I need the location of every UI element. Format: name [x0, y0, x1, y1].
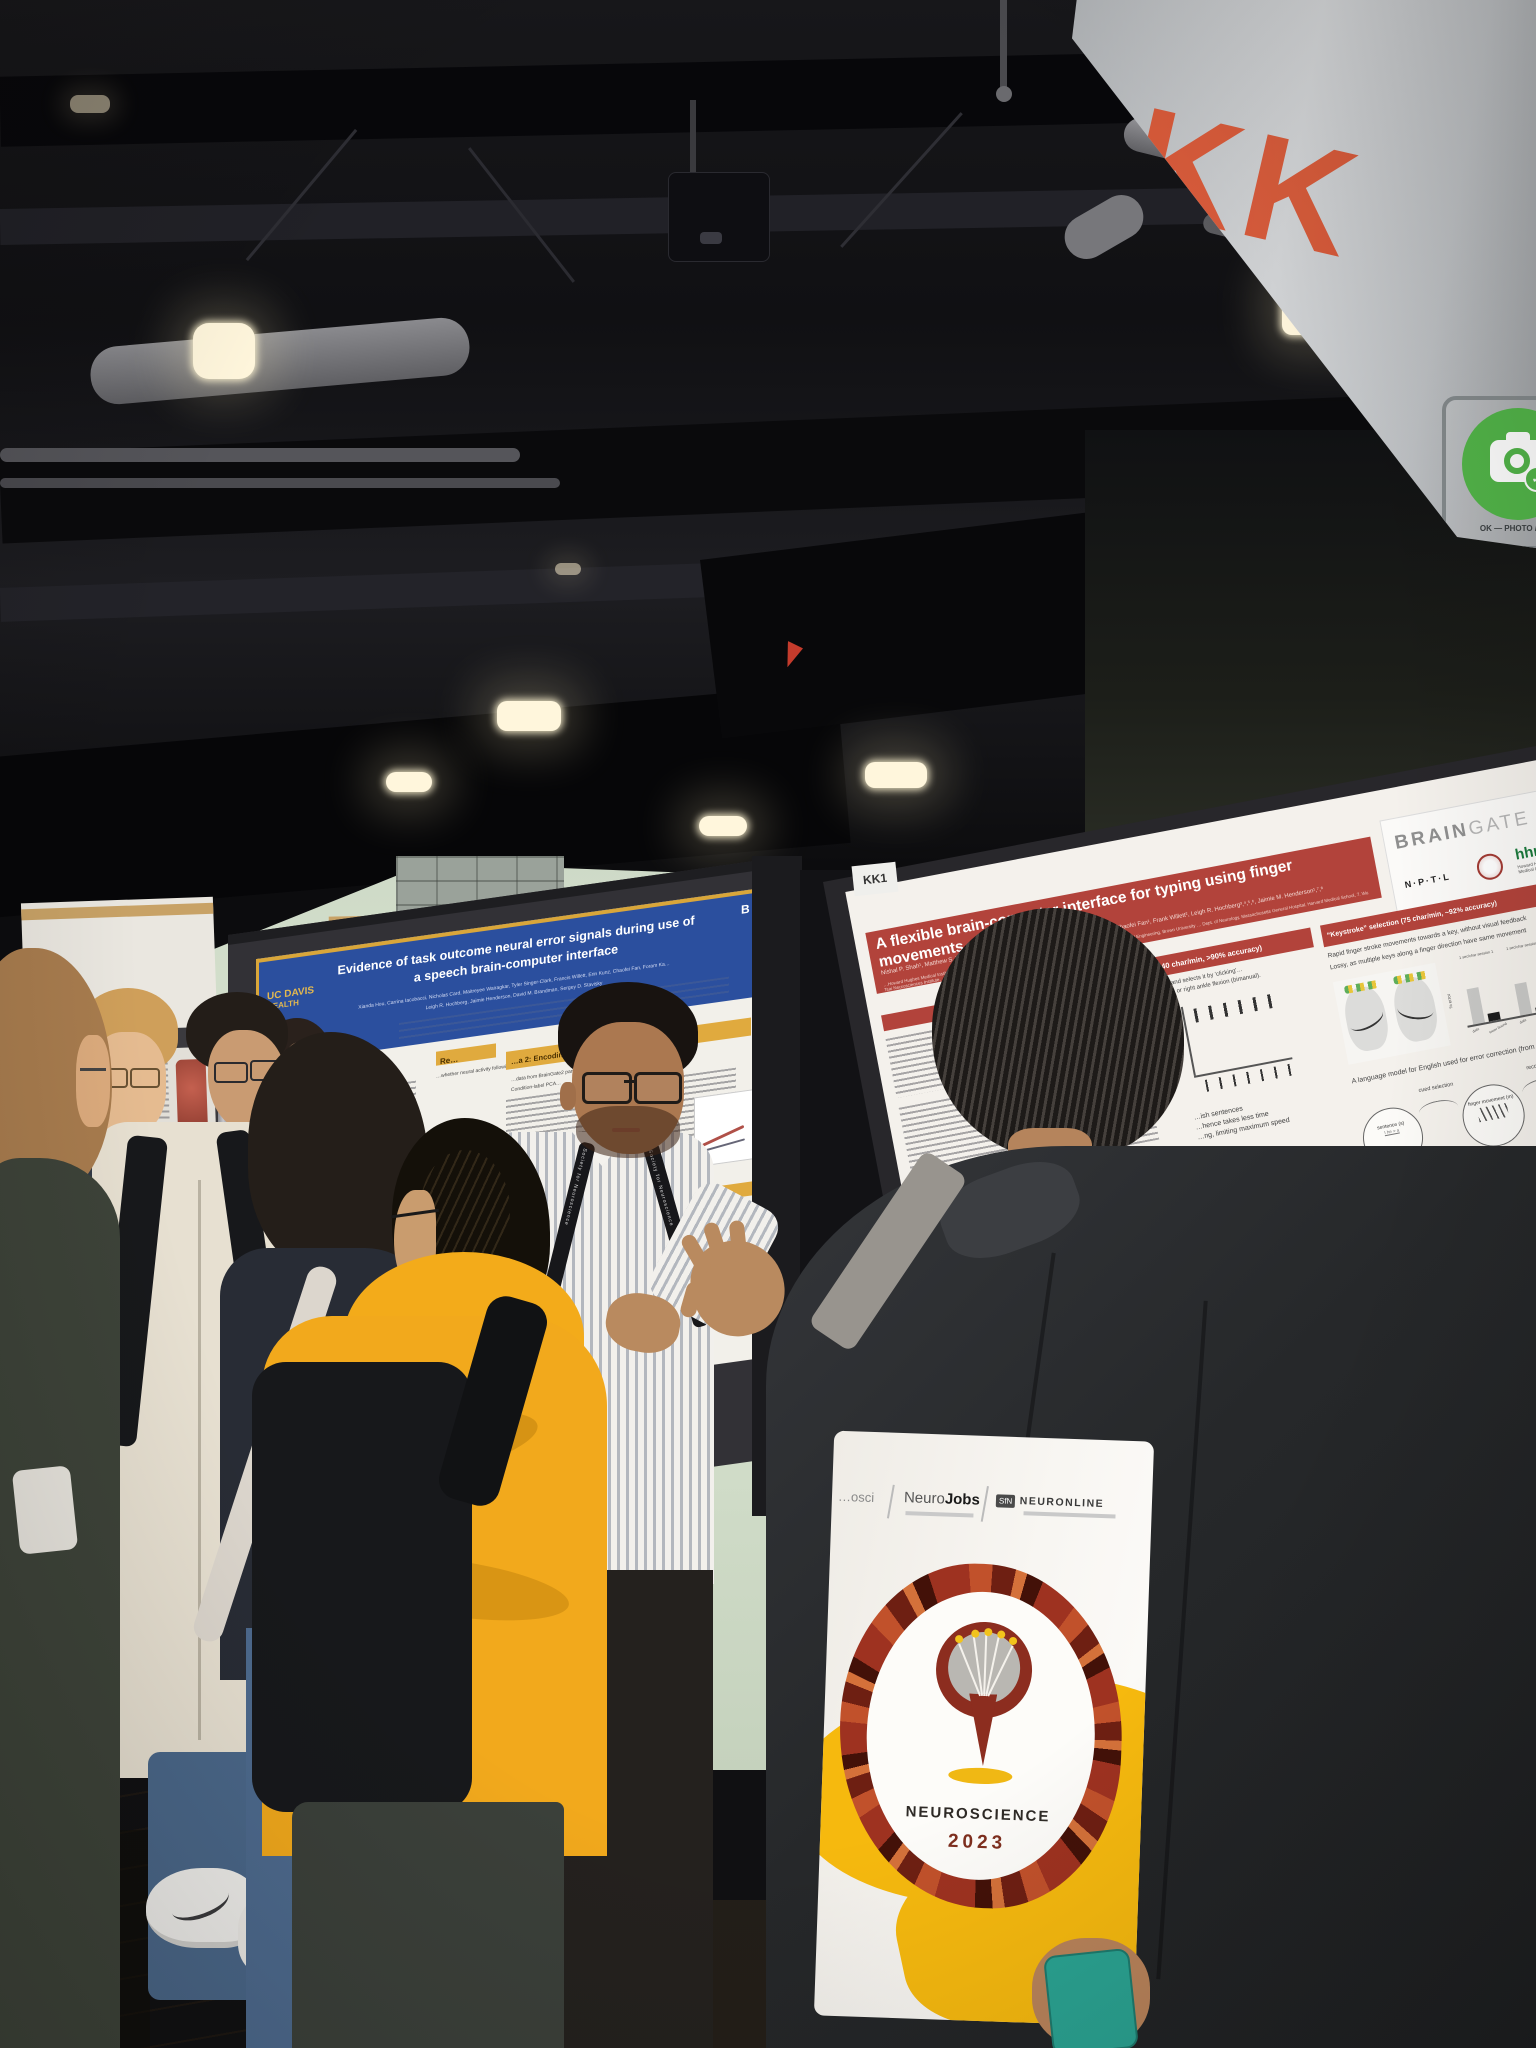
projector-lens	[700, 232, 722, 244]
pipe	[0, 448, 520, 462]
kk2-section2-text: Re…	[440, 1054, 459, 1067]
bag-emblem: NEUROSCIENCE 2023	[833, 1559, 1128, 1913]
board-label-text: KK1	[862, 870, 888, 888]
photo-ok-caption: OK — PHOTO / REC	[1479, 524, 1536, 533]
ceiling-light	[865, 762, 927, 788]
presenter-glasses-icon	[582, 1072, 632, 1104]
small-poster-figure	[175, 1058, 209, 1132]
bag-brand3-sfn: SfN	[995, 1494, 1016, 1508]
presenter-beard	[576, 1106, 680, 1158]
error-chart-group1: 1 sec/char session 1	[1458, 949, 1494, 961]
chart-points	[1193, 992, 1280, 1023]
hoodie-backpack	[252, 1362, 472, 1812]
bag-divider	[980, 1485, 989, 1522]
bag-brand2-jobs: Jobs	[944, 1490, 981, 1509]
kk2-braingate-partial: B	[741, 901, 750, 917]
presenter-glasses-bridge	[624, 1080, 636, 1083]
error-tick-lower1: lower bound	[1488, 1021, 1508, 1035]
pipe	[0, 478, 560, 488]
error-chart-group2: 1 sec/char session 2	[1505, 941, 1536, 952]
bag-brand3: SfN NEURONLINE	[995, 1490, 1105, 1512]
sprinkler-head	[996, 86, 1012, 102]
flow-hatch-marks	[1477, 1102, 1510, 1123]
presenter-ear	[560, 1082, 576, 1110]
attendee-far-left-glasses-icon	[80, 1058, 106, 1071]
braingate-logo-brain: BRAIN	[1392, 819, 1471, 854]
ceiling-light	[193, 323, 255, 379]
board-label: KK1	[851, 861, 899, 897]
flow-arrow2-label: recording	[1525, 1061, 1536, 1072]
air-duct	[88, 315, 472, 407]
ceiling-light	[699, 816, 747, 836]
ceiling-light	[497, 701, 561, 731]
attendee-far-left-face	[76, 1035, 110, 1127]
bag-brand2-neuro: Neuro	[903, 1489, 946, 1508]
bag-brand3-subline	[1023, 1511, 1116, 1519]
error-chart-ylabel: % error	[1445, 993, 1454, 1009]
flipchart-wood-rail	[21, 902, 214, 921]
neuroscience-tote-bag: …osci NeuroJobs SfN NEURONLINE	[813, 1430, 1155, 2027]
photo-ok-sign: ✓ OK — PHOTO / REC	[1442, 396, 1536, 548]
sneaker-formstrip	[166, 1878, 234, 1928]
bag-brand2: NeuroJobs	[904, 1489, 980, 1509]
paper-cup	[11, 1465, 79, 1555]
kk1-accuracy-chart: accuracy (%)	[1167, 980, 1318, 1103]
attendee-cream-zipper	[198, 1180, 201, 1740]
hhmi-logo-text: hhmi	[1513, 840, 1536, 864]
hhmi-logo: hhmi Howard Hughes Medical Institute	[1514, 840, 1536, 874]
stanford-seal-icon	[1474, 851, 1506, 882]
suit-hair	[932, 908, 1184, 1160]
projector	[668, 172, 770, 262]
hanger-rod	[1000, 0, 1007, 90]
flow-arrow-curve	[1417, 1097, 1461, 1124]
hoodie-pants	[292, 1802, 564, 2048]
attendee-far-left-body	[0, 1158, 120, 2048]
bag-brand2-subline	[905, 1511, 974, 1518]
hanger-rod	[690, 100, 696, 210]
error-tick-data1: data	[1471, 1026, 1480, 1034]
flow-arrow1-label: cued selection	[1418, 1081, 1454, 1095]
error-bar-data	[1466, 987, 1486, 1025]
attendee-blonde-glasses-icon	[130, 1068, 160, 1088]
bag-divider	[886, 1484, 895, 1519]
kk1-error-barchart: % error 1 sec/char session 1 1 sec/char …	[1446, 930, 1536, 1049]
chart-ticks	[1204, 1063, 1296, 1092]
flow-circle-finger: finger movement (m)	[1457, 1079, 1530, 1152]
braingate-logo-gate: GATE	[1466, 807, 1532, 840]
kk1-hands-figure	[1332, 962, 1451, 1065]
ceiling-light-dim	[555, 563, 581, 575]
error-tick-data2: data	[1518, 1017, 1528, 1025]
flow-arrow-curve	[1520, 1075, 1536, 1102]
bag-brand1: …osci	[837, 1488, 875, 1506]
braingate-logo: BRAINGATE	[1393, 808, 1532, 855]
presenter-mouth	[612, 1128, 640, 1132]
kk2-section-results: Re…	[436, 1043, 496, 1067]
nptl-logo: N·P·T·L	[1403, 871, 1452, 890]
bag-brand3-neuronline: NEURONLINE	[1019, 1495, 1105, 1511]
attendee-cream-glasses-icon	[214, 1062, 248, 1083]
ceiling-light	[386, 772, 432, 792]
truss-brace	[245, 128, 358, 262]
ceiling-light-dim	[70, 95, 110, 113]
camera-icon-lens	[1504, 448, 1530, 474]
presenter-glasses-icon	[634, 1072, 682, 1104]
error-bar-data	[1514, 982, 1533, 1016]
camera-icon-bump	[1506, 432, 1530, 444]
teal-phone	[1043, 1947, 1139, 2048]
